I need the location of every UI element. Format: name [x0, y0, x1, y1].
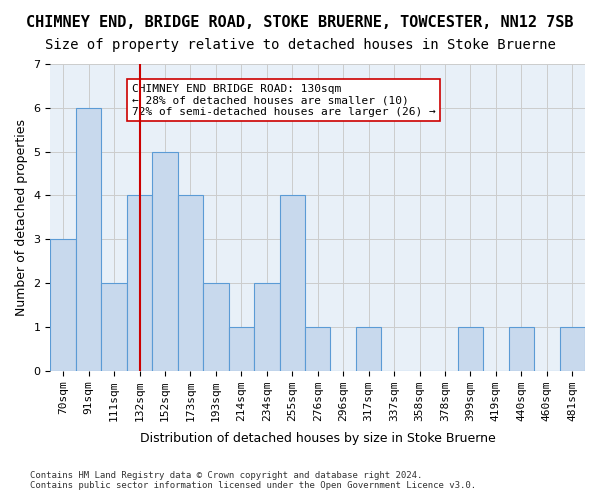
Bar [509, 327, 534, 370]
Bar [254, 283, 280, 370]
Text: CHIMNEY END, BRIDGE ROAD, STOKE BRUERNE, TOWCESTER, NN12 7SB: CHIMNEY END, BRIDGE ROAD, STOKE BRUERNE,… [26, 15, 574, 30]
Y-axis label: Number of detached properties: Number of detached properties [15, 119, 28, 316]
Bar [280, 196, 305, 370]
X-axis label: Distribution of detached houses by size in Stoke Bruerne: Distribution of detached houses by size … [140, 432, 496, 445]
Bar [560, 327, 585, 370]
Bar [305, 327, 331, 370]
Bar [127, 196, 152, 370]
Text: CHIMNEY END BRIDGE ROAD: 130sqm
← 28% of detached houses are smaller (10)
72% of: CHIMNEY END BRIDGE ROAD: 130sqm ← 28% of… [132, 84, 436, 117]
Bar [50, 239, 76, 370]
Bar [178, 196, 203, 370]
Bar [203, 283, 229, 370]
Bar [229, 327, 254, 370]
Text: Size of property relative to detached houses in Stoke Bruerne: Size of property relative to detached ho… [44, 38, 556, 52]
Bar [101, 283, 127, 370]
Bar [356, 327, 382, 370]
Text: Contains HM Land Registry data © Crown copyright and database right 2024.
Contai: Contains HM Land Registry data © Crown c… [30, 470, 476, 490]
Bar [76, 108, 101, 370]
Bar [458, 327, 483, 370]
Bar [152, 152, 178, 370]
